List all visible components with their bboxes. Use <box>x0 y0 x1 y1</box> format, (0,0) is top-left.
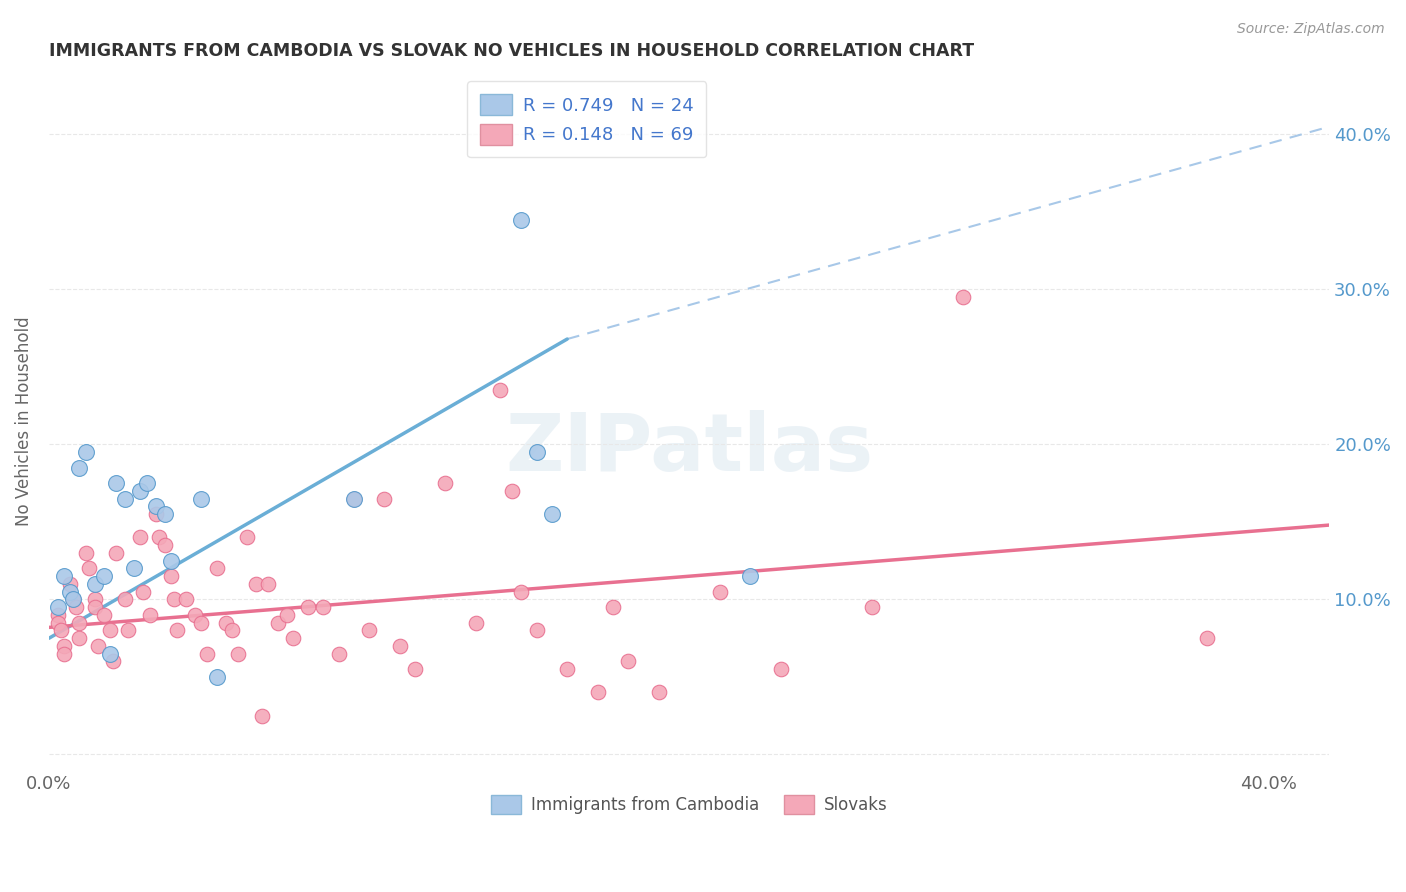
Point <box>586 685 609 699</box>
Point <box>145 500 167 514</box>
Point <box>69 615 91 630</box>
Point <box>69 460 91 475</box>
Point <box>51 624 73 638</box>
Point <box>46 615 69 630</box>
Point <box>53 639 76 653</box>
Point <box>769 662 792 676</box>
Point <box>328 647 350 661</box>
Point <box>388 639 411 653</box>
Text: Source: ZipAtlas.com: Source: ZipAtlas.com <box>1237 22 1385 37</box>
Point <box>75 445 97 459</box>
Point <box>93 569 115 583</box>
Point <box>952 290 974 304</box>
Point <box>83 592 105 607</box>
Point <box>101 655 124 669</box>
Point <box>77 561 100 575</box>
Point <box>124 561 146 575</box>
Point <box>312 600 335 615</box>
Point <box>541 507 564 521</box>
Point <box>75 546 97 560</box>
Point <box>153 538 176 552</box>
Point <box>83 600 105 615</box>
Point <box>602 600 624 615</box>
Point <box>205 561 228 575</box>
Point <box>69 632 91 646</box>
Point <box>65 600 87 615</box>
Point <box>93 607 115 622</box>
Point <box>343 491 366 506</box>
Point <box>297 600 319 615</box>
Point <box>221 624 243 638</box>
Point <box>62 592 84 607</box>
Point <box>510 584 533 599</box>
Point <box>526 624 548 638</box>
Point <box>489 383 512 397</box>
Point <box>166 624 188 638</box>
Point <box>59 584 82 599</box>
Point <box>160 554 183 568</box>
Point <box>860 600 883 615</box>
Point <box>174 592 197 607</box>
Point <box>62 592 84 607</box>
Point <box>153 507 176 521</box>
Point <box>510 212 533 227</box>
Point <box>129 531 152 545</box>
Point <box>117 624 139 638</box>
Point <box>281 632 304 646</box>
Point <box>257 577 280 591</box>
Point <box>98 624 121 638</box>
Point <box>617 655 640 669</box>
Point <box>163 592 186 607</box>
Point <box>226 647 249 661</box>
Point <box>138 607 160 622</box>
Point <box>46 607 69 622</box>
Point <box>83 577 105 591</box>
Point <box>114 592 136 607</box>
Point <box>87 639 110 653</box>
Point <box>53 569 76 583</box>
Point <box>709 584 731 599</box>
Point <box>501 483 523 498</box>
Point <box>148 531 170 545</box>
Point <box>205 670 228 684</box>
Point <box>197 647 219 661</box>
Point <box>190 491 212 506</box>
Y-axis label: No Vehicles in Household: No Vehicles in Household <box>15 317 32 526</box>
Text: ZIPatlas: ZIPatlas <box>505 410 873 488</box>
Point <box>252 708 274 723</box>
Point <box>1197 632 1219 646</box>
Point <box>245 577 267 591</box>
Point <box>98 647 121 661</box>
Point <box>46 600 69 615</box>
Point <box>105 476 128 491</box>
Point <box>343 491 366 506</box>
Point <box>135 476 157 491</box>
Point <box>647 685 669 699</box>
Point <box>526 445 548 459</box>
Text: IMMIGRANTS FROM CAMBODIA VS SLOVAK NO VEHICLES IN HOUSEHOLD CORRELATION CHART: IMMIGRANTS FROM CAMBODIA VS SLOVAK NO VE… <box>49 42 974 60</box>
Point <box>464 615 486 630</box>
Point <box>105 546 128 560</box>
Point <box>160 569 183 583</box>
Point <box>373 491 395 506</box>
Point <box>276 607 298 622</box>
Point <box>190 615 212 630</box>
Point <box>114 491 136 506</box>
Point <box>738 569 761 583</box>
Point <box>184 607 207 622</box>
Point <box>53 647 76 661</box>
Point <box>59 577 82 591</box>
Point <box>236 531 259 545</box>
Point <box>266 615 288 630</box>
Point <box>145 507 167 521</box>
Point <box>434 476 457 491</box>
Point <box>215 615 238 630</box>
Point <box>132 584 155 599</box>
Legend: Immigrants from Cambodia, Slovaks: Immigrants from Cambodia, Slovaks <box>481 785 897 824</box>
Point <box>404 662 426 676</box>
Point <box>129 483 152 498</box>
Point <box>357 624 380 638</box>
Point <box>555 662 578 676</box>
